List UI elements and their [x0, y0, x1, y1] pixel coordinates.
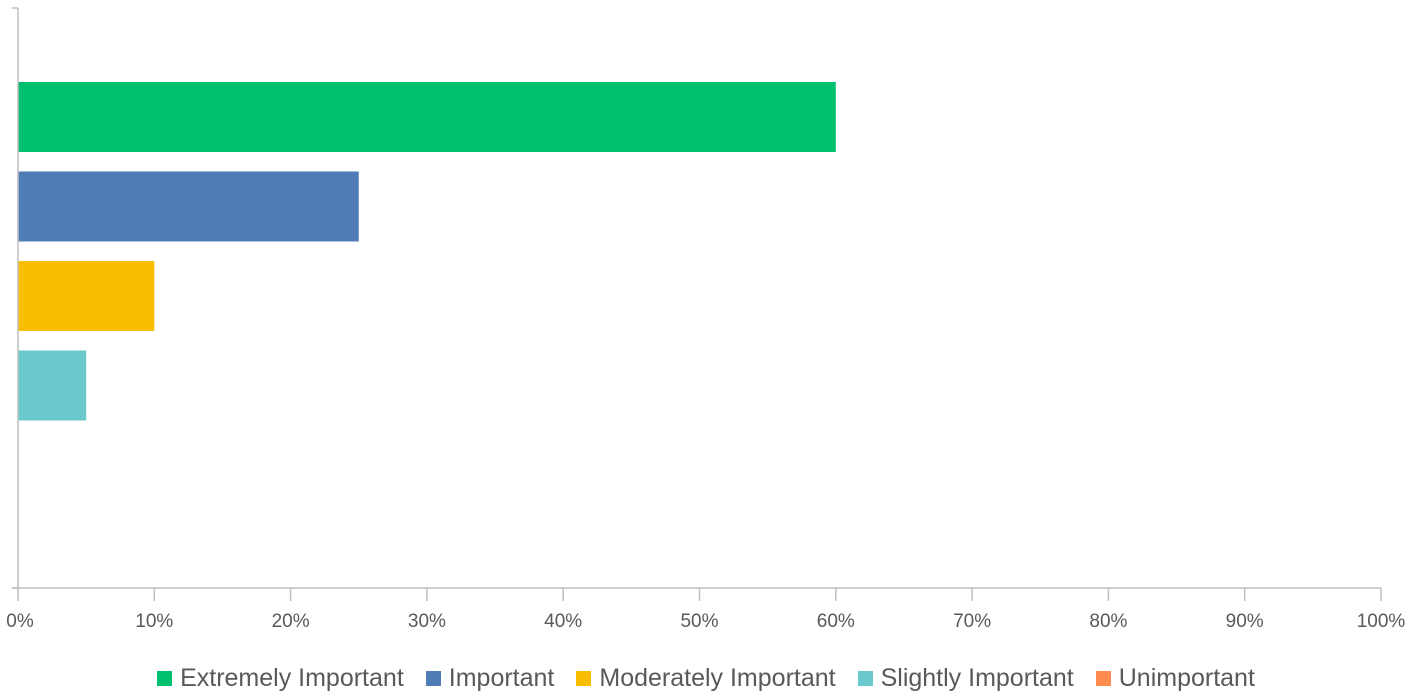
legend-label: Moderately Important: [599, 663, 836, 692]
x-tick-label: 70%: [953, 611, 991, 632]
x-tick-label: 20%: [272, 611, 310, 632]
legend-swatch: [425, 670, 441, 686]
legend-item-moderately-important: Moderately Important: [576, 663, 836, 693]
legend-item-important: Important: [425, 663, 555, 693]
x-tick-label: 50%: [680, 611, 718, 632]
x-tick-label: 90%: [1226, 611, 1264, 632]
legend-label: Slightly Important: [880, 663, 1074, 692]
legend-label: Unimportant: [1118, 663, 1255, 692]
x-tick-label: 100%: [1357, 611, 1406, 632]
x-tick-label: 60%: [817, 611, 855, 632]
x-tick-label: 80%: [1089, 611, 1127, 632]
bar-slightly-important: [18, 350, 87, 421]
bar-extremely-important: [18, 82, 836, 152]
bar-important: [18, 171, 359, 242]
legend-item-unimportant: Unimportant: [1095, 663, 1255, 693]
legend-item-slightly-important: Slightly Important: [857, 663, 1074, 693]
legend-item-extremely-important: Extremely Important: [157, 664, 404, 693]
x-tick-label: 0%: [6, 611, 34, 632]
bar-chart: 0% 10% 20% 30% 40% 50% 60% 70% 80% 90% 100%: [6, 7, 1406, 632]
legend: Extremely Important Important Moderately I…: [0, 662, 1412, 694]
x-tick-label: 10%: [135, 611, 173, 632]
bars-group: [18, 82, 836, 421]
legend-swatch: [1095, 670, 1111, 686]
legend-swatch: [157, 670, 173, 686]
x-tick-label: 30%: [408, 611, 446, 632]
legend-label: Important: [448, 663, 555, 692]
x-axis-ticks: 0% 10% 20% 30% 40% 50% 60% 70% 80% 90% 100%: [6, 7, 1406, 632]
legend-label: Extremely Important: [180, 663, 404, 692]
bar-moderately-important: [18, 261, 155, 331]
x-tick-label: 40%: [544, 611, 582, 632]
legend-swatch: [857, 670, 873, 686]
legend-swatch: [576, 670, 592, 686]
